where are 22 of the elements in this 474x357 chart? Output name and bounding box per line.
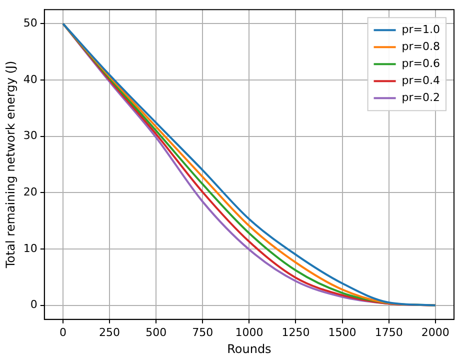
y-tick-label: 10 [23, 242, 38, 255]
y-axis-title: Total remaining network energy (J) [3, 60, 18, 270]
y-tick-label: 20 [23, 186, 38, 199]
y-tick-label: 50 [23, 16, 38, 30]
x-tick-label: 1500 [328, 326, 356, 339]
legend-label: pr=0.6 [402, 56, 440, 70]
x-tick-label: 1250 [282, 326, 310, 339]
y-tick-label: 30 [23, 129, 38, 142]
legend-label: pr=0.4 [402, 74, 440, 87]
legend-label: pr=1.0 [402, 22, 440, 36]
y-tick-label: 40 [23, 72, 38, 86]
y-tick-label: 0 [30, 298, 38, 312]
x-tick-label: 1750 [374, 326, 403, 339]
x-axis-title: Rounds [227, 342, 272, 356]
x-tick-label: 2000 [421, 326, 450, 339]
x-tick-label: 1000 [235, 326, 264, 339]
x-tick-label: 250 [99, 326, 120, 339]
x-tick-label: 0 [60, 326, 67, 339]
x-tick-label: 750 [192, 326, 214, 339]
legend-label: pr=0.8 [402, 40, 440, 53]
x-tick-label: 500 [146, 326, 167, 339]
legend-label: pr=0.2 [402, 90, 440, 104]
